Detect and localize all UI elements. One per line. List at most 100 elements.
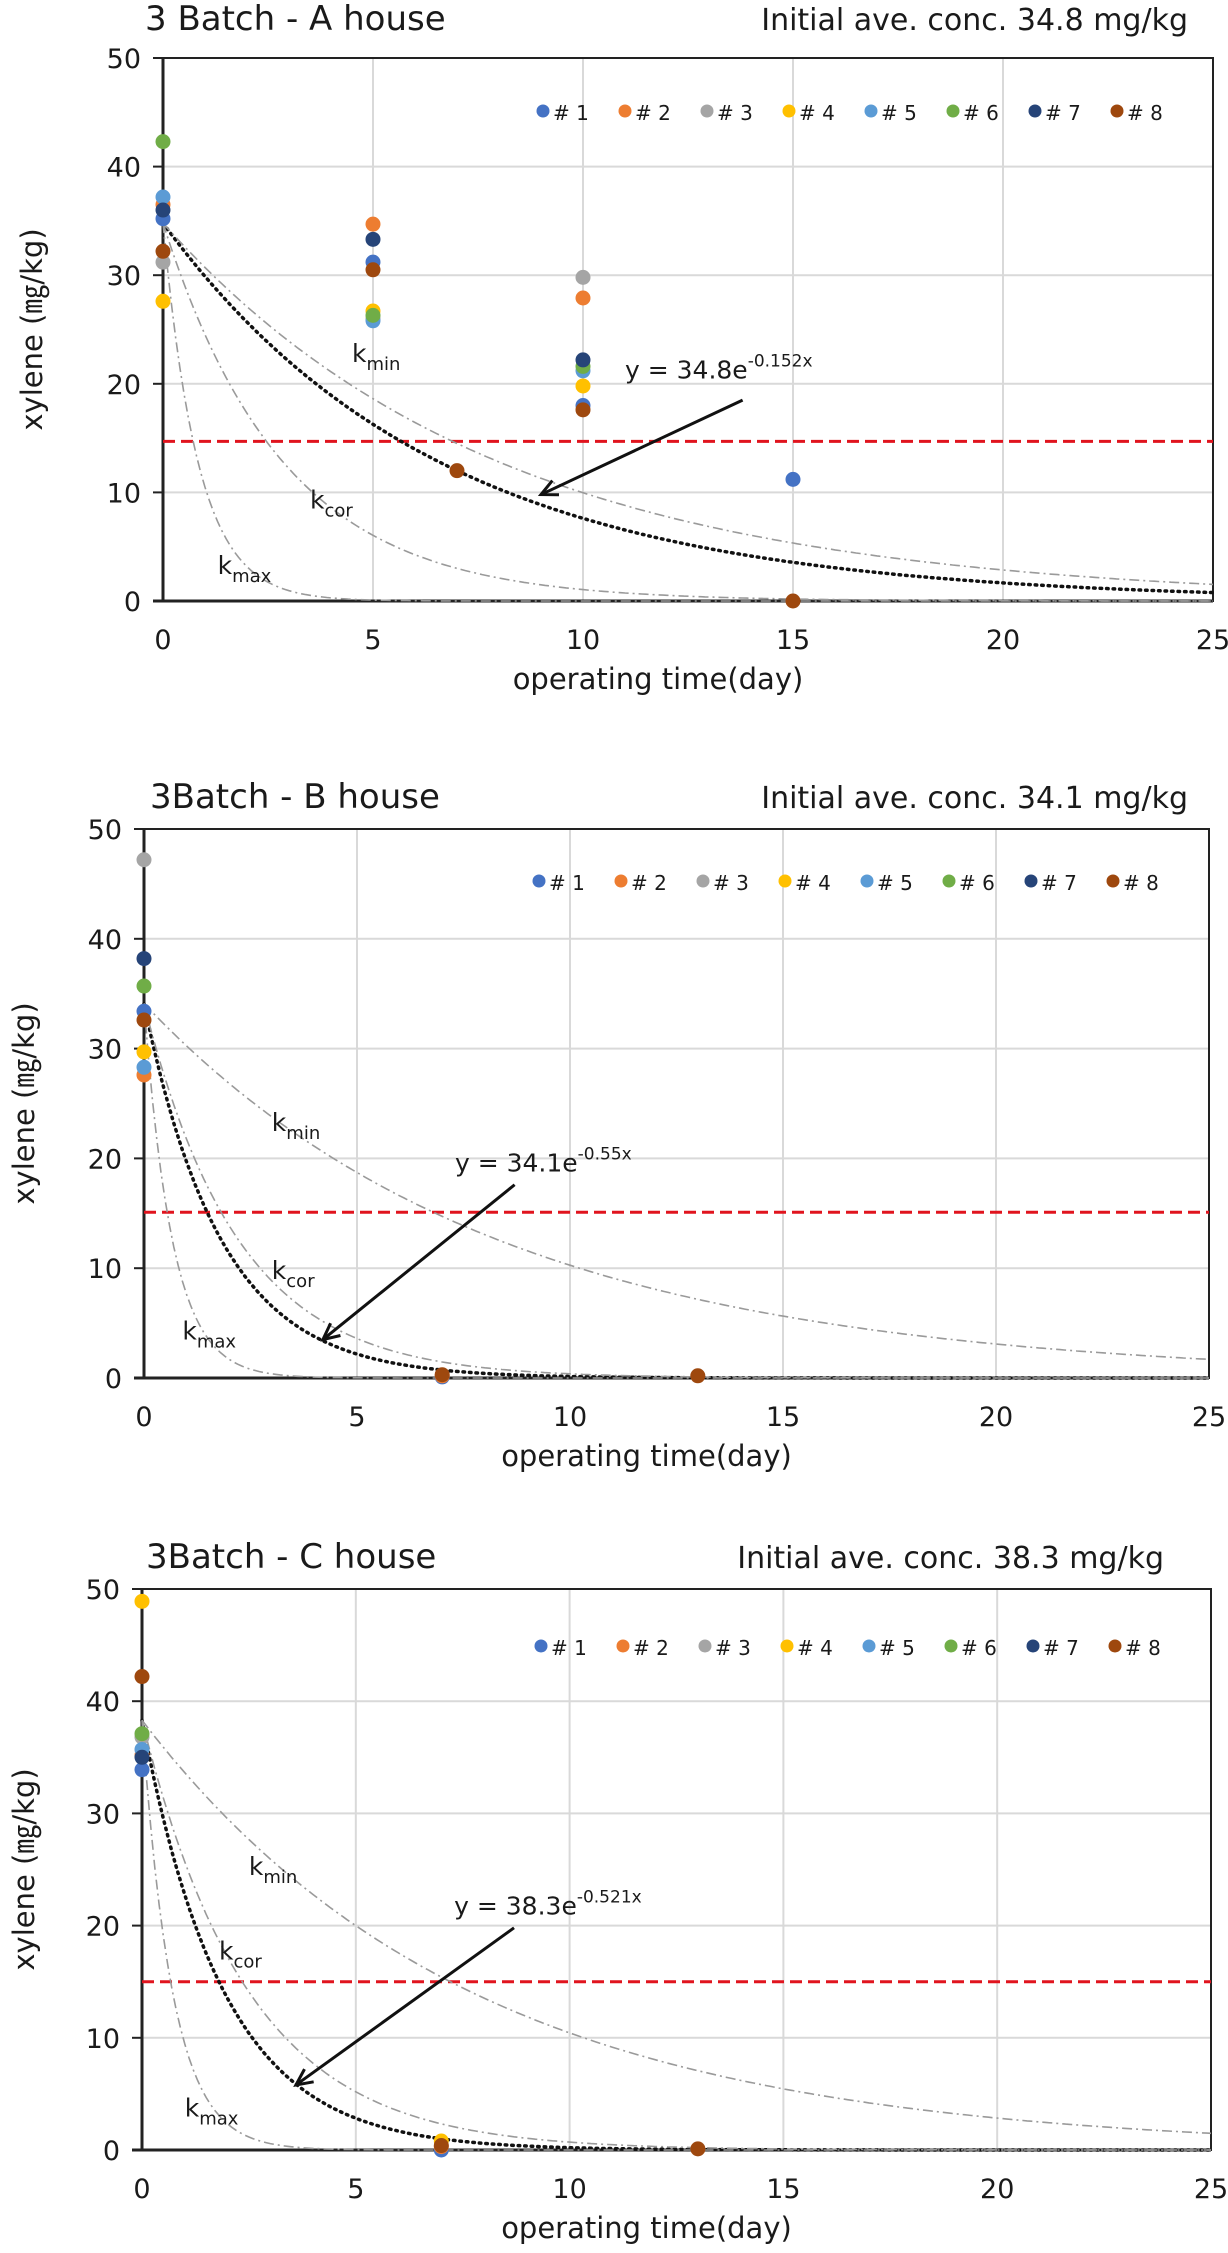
legend-marker-icon (700, 104, 714, 118)
y-tick-label: 30 (88, 1035, 122, 1066)
legend-label: # 2 (633, 1636, 669, 1660)
gridlines (144, 828, 1210, 1378)
k-label-main: k (218, 551, 233, 580)
equation-arrow (321, 1183, 516, 1341)
k-label-main: k (219, 1936, 234, 1965)
legend: # 1 # 2 # 3 # 4 # 5 # 6 # 7 # 8 (534, 1636, 1161, 1660)
legend-marker-icon (1110, 104, 1124, 118)
curve-fit (161, 221, 1215, 595)
legend-marker-icon (618, 104, 632, 118)
arrow-head-icon (537, 479, 560, 497)
legend-label: # 7 (1043, 1636, 1079, 1660)
legend-label: # 3 (713, 871, 749, 895)
x-tick-label: 25 (1192, 1402, 1226, 1433)
data-point-series-3 (575, 269, 591, 285)
y-tick-label: 40 (86, 1687, 120, 1718)
legend-label: # 2 (635, 101, 671, 125)
data-point-series-6 (136, 978, 152, 994)
equation-exponent: -0.521x (577, 1887, 642, 1907)
x-tick-label: 5 (348, 1402, 365, 1433)
decay-curves (161, 221, 1215, 602)
legend-marker-icon (942, 874, 956, 888)
data-point-series-8 (434, 1367, 450, 1383)
curve-k-max (143, 1003, 1209, 1379)
k-label-main: k (249, 1852, 264, 1881)
k-label-cor: kcor (310, 486, 353, 522)
data-point-series-5 (155, 189, 171, 205)
x-tick-label: 5 (364, 625, 381, 656)
legend-label: # 4 (797, 1636, 833, 1660)
x-tick-label: 15 (776, 625, 810, 656)
x-tick-label: 0 (135, 1402, 152, 1433)
x-axis-label: operating time(day) (501, 2211, 792, 2245)
data-point-series-1 (785, 471, 801, 487)
x-tick-label: 20 (986, 625, 1020, 656)
legend-marker-icon (780, 1639, 794, 1653)
legend-label: # 7 (1041, 871, 1077, 895)
equation-exponent: -0.55x (578, 1145, 632, 1165)
data-point-series-1 (134, 1762, 150, 1778)
legend-marker-icon (616, 1639, 630, 1653)
k-label-sub: max (197, 1332, 237, 1353)
chart-title: 3 Batch - A house (145, 0, 446, 39)
data-point-series-7 (136, 951, 152, 967)
chart-subtitle: Initial ave. conc. 38.3 mg/kg (737, 1541, 1164, 1576)
plot-frame (162, 57, 1214, 602)
x-tick-label: 25 (1196, 625, 1228, 656)
equation-base: 34.1e (507, 1149, 578, 1178)
k-label-sub: cor (324, 501, 353, 522)
k-label-max: kmax (218, 551, 272, 587)
k-label-main: k (310, 486, 325, 515)
curve-fit (142, 1001, 1211, 1380)
y-tick-label: 0 (103, 2136, 120, 2167)
data-point-series-6 (134, 1726, 150, 1742)
legend-marker-icon (534, 1639, 548, 1653)
legend-marker-icon (1106, 874, 1120, 888)
y-tick-label: 0 (124, 587, 141, 618)
data-point-series-7 (134, 1749, 150, 1765)
curve-k-cor (162, 222, 1213, 602)
legend-label: # 1 (549, 871, 585, 895)
legend-marker-icon (860, 874, 874, 888)
fit-equation: y = 34.1e-0.55x (455, 1145, 632, 1178)
x-tick-label: 20 (979, 1402, 1013, 1433)
k-label-max: kmax (182, 1317, 236, 1353)
data-points (155, 134, 801, 609)
chart-c-svg: 3Batch - C house Initial ave. conc. 38.3 … (7, 1537, 1228, 2245)
legend-label: # 8 (1123, 871, 1159, 895)
legend-label: # 6 (963, 101, 999, 125)
data-point-series-7 (365, 231, 381, 247)
data-point-series-6 (155, 134, 171, 150)
k-label-main: k (182, 1317, 197, 1346)
legend-marker-icon (614, 874, 628, 888)
data-point-series-7 (575, 352, 591, 368)
x-axis-label: operating time(day) (501, 1439, 792, 1473)
x-tick-label: 10 (553, 1402, 587, 1433)
legend-label: # 5 (877, 871, 913, 895)
legend-marker-icon (862, 1639, 876, 1653)
data-point-series-8 (433, 2138, 449, 2154)
x-tick-label: 10 (552, 2174, 586, 2205)
legend-label: # 7 (1045, 101, 1081, 125)
curve-k-max (141, 1720, 1211, 2151)
k-label-main: k (272, 1256, 287, 1285)
chart-b-svg: 3Batch - B house Initial ave. conc. 34.1 … (7, 777, 1226, 1473)
plot-frame (143, 828, 1210, 1379)
legend-marker-icon (1108, 1639, 1122, 1653)
y-tick-label: 40 (107, 153, 141, 184)
y-tick-label: 50 (86, 1575, 120, 1606)
k-label-sub: cor (286, 1271, 315, 1292)
y-axis-label: xylene (㎎/kg) (7, 1768, 41, 1970)
legend-marker-icon (1026, 1639, 1040, 1653)
legend-marker-icon (782, 104, 796, 118)
legend-label: # 4 (795, 871, 831, 895)
equation-exponent: -0.152x (748, 351, 813, 371)
k-label-cor: kcor (219, 1936, 262, 1972)
curve-k-min (141, 1719, 1212, 2135)
legend-label: # 6 (961, 1636, 997, 1660)
x-tick-label: 15 (766, 2174, 800, 2205)
curve-k-cor (141, 1720, 1211, 2151)
decay-curves (142, 1001, 1211, 1380)
y-tick-label: 10 (86, 2024, 120, 2055)
legend-marker-icon (864, 104, 878, 118)
